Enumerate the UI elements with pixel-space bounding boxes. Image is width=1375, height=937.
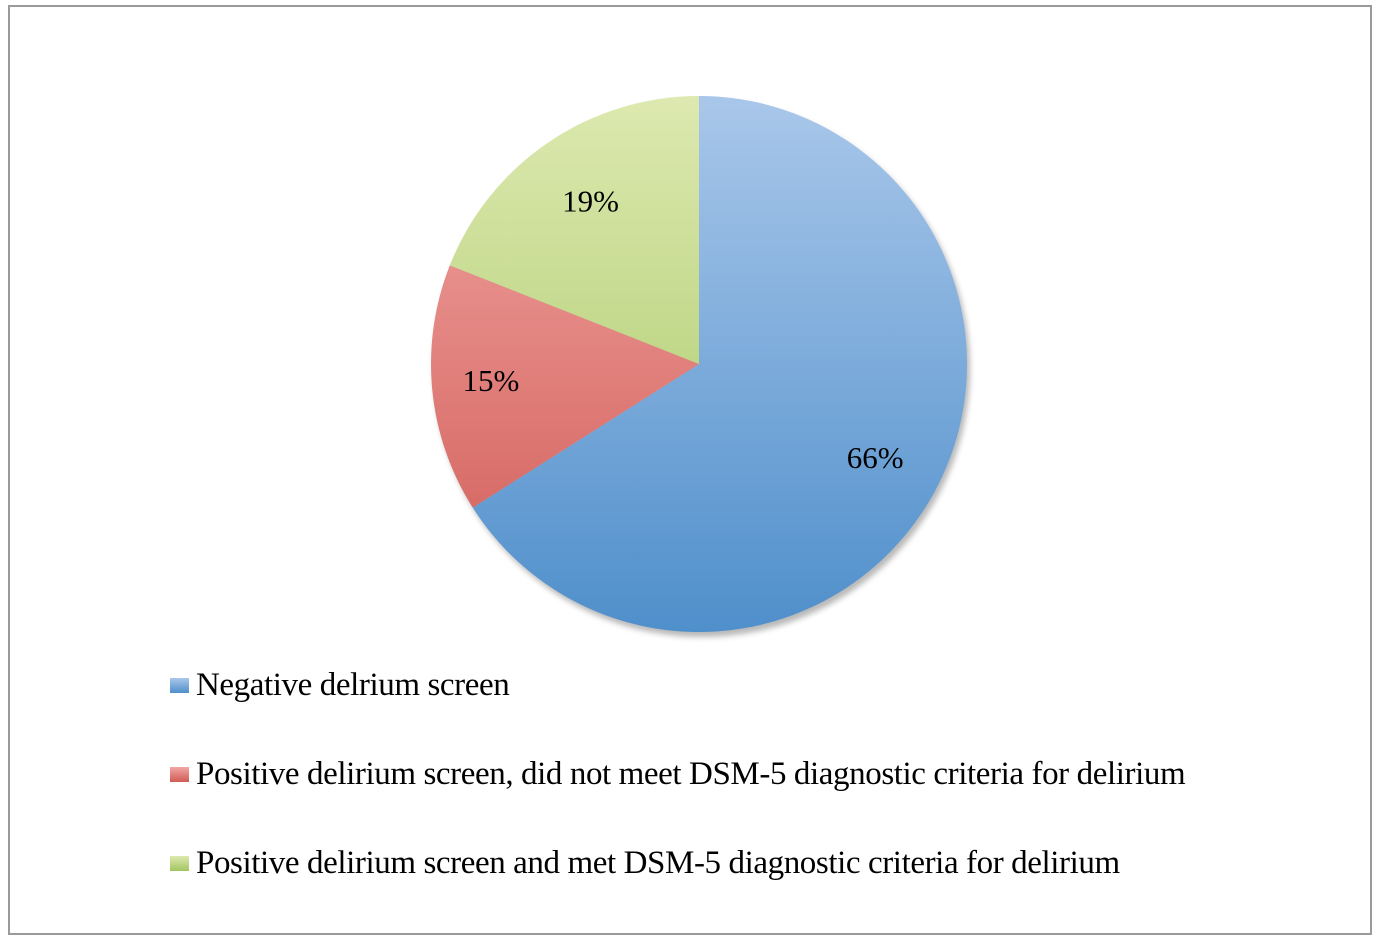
data-label-positive-met-criteria: 19%	[562, 184, 619, 219]
pie-slice-positive-no-criteria	[431, 265, 699, 508]
pie-slices	[431, 96, 967, 632]
data-label-positive-no-criteria: 15%	[462, 363, 519, 398]
legend-swatch-blue	[170, 678, 189, 693]
legend-label-positive-met-criteria: Positive delirium screen and met DSM-5 d…	[196, 845, 1120, 881]
chart-frame: 66% 15% 19% Negative delrium screen Positi…	[8, 5, 1372, 935]
legend-swatch-green	[170, 856, 189, 871]
data-label-negative: 66%	[847, 440, 904, 475]
legend-swatch-red	[170, 767, 189, 782]
legend-item-positive-met-criteria: Positive delirium screen and met DSM-5 d…	[170, 840, 1185, 929]
pie-chart: 66% 15% 19%	[431, 96, 970, 637]
pie-slice-negative	[472, 96, 967, 632]
pie-slice-positive-met-criteria	[449, 96, 699, 364]
legend-label-positive-no-criteria: Positive delirium screen, did not meet D…	[196, 756, 1186, 792]
pie-data-labels: 66% 15% 19%	[462, 184, 903, 475]
legend: Negative delrium screen Positive deliriu…	[170, 662, 1186, 929]
legend-item-negative: Negative delrium screen	[170, 662, 1185, 751]
legend-item-positive-no-criteria: Positive delirium screen, did not meet D…	[170, 751, 1186, 840]
legend-label-negative: Negative delrium screen	[196, 667, 510, 703]
